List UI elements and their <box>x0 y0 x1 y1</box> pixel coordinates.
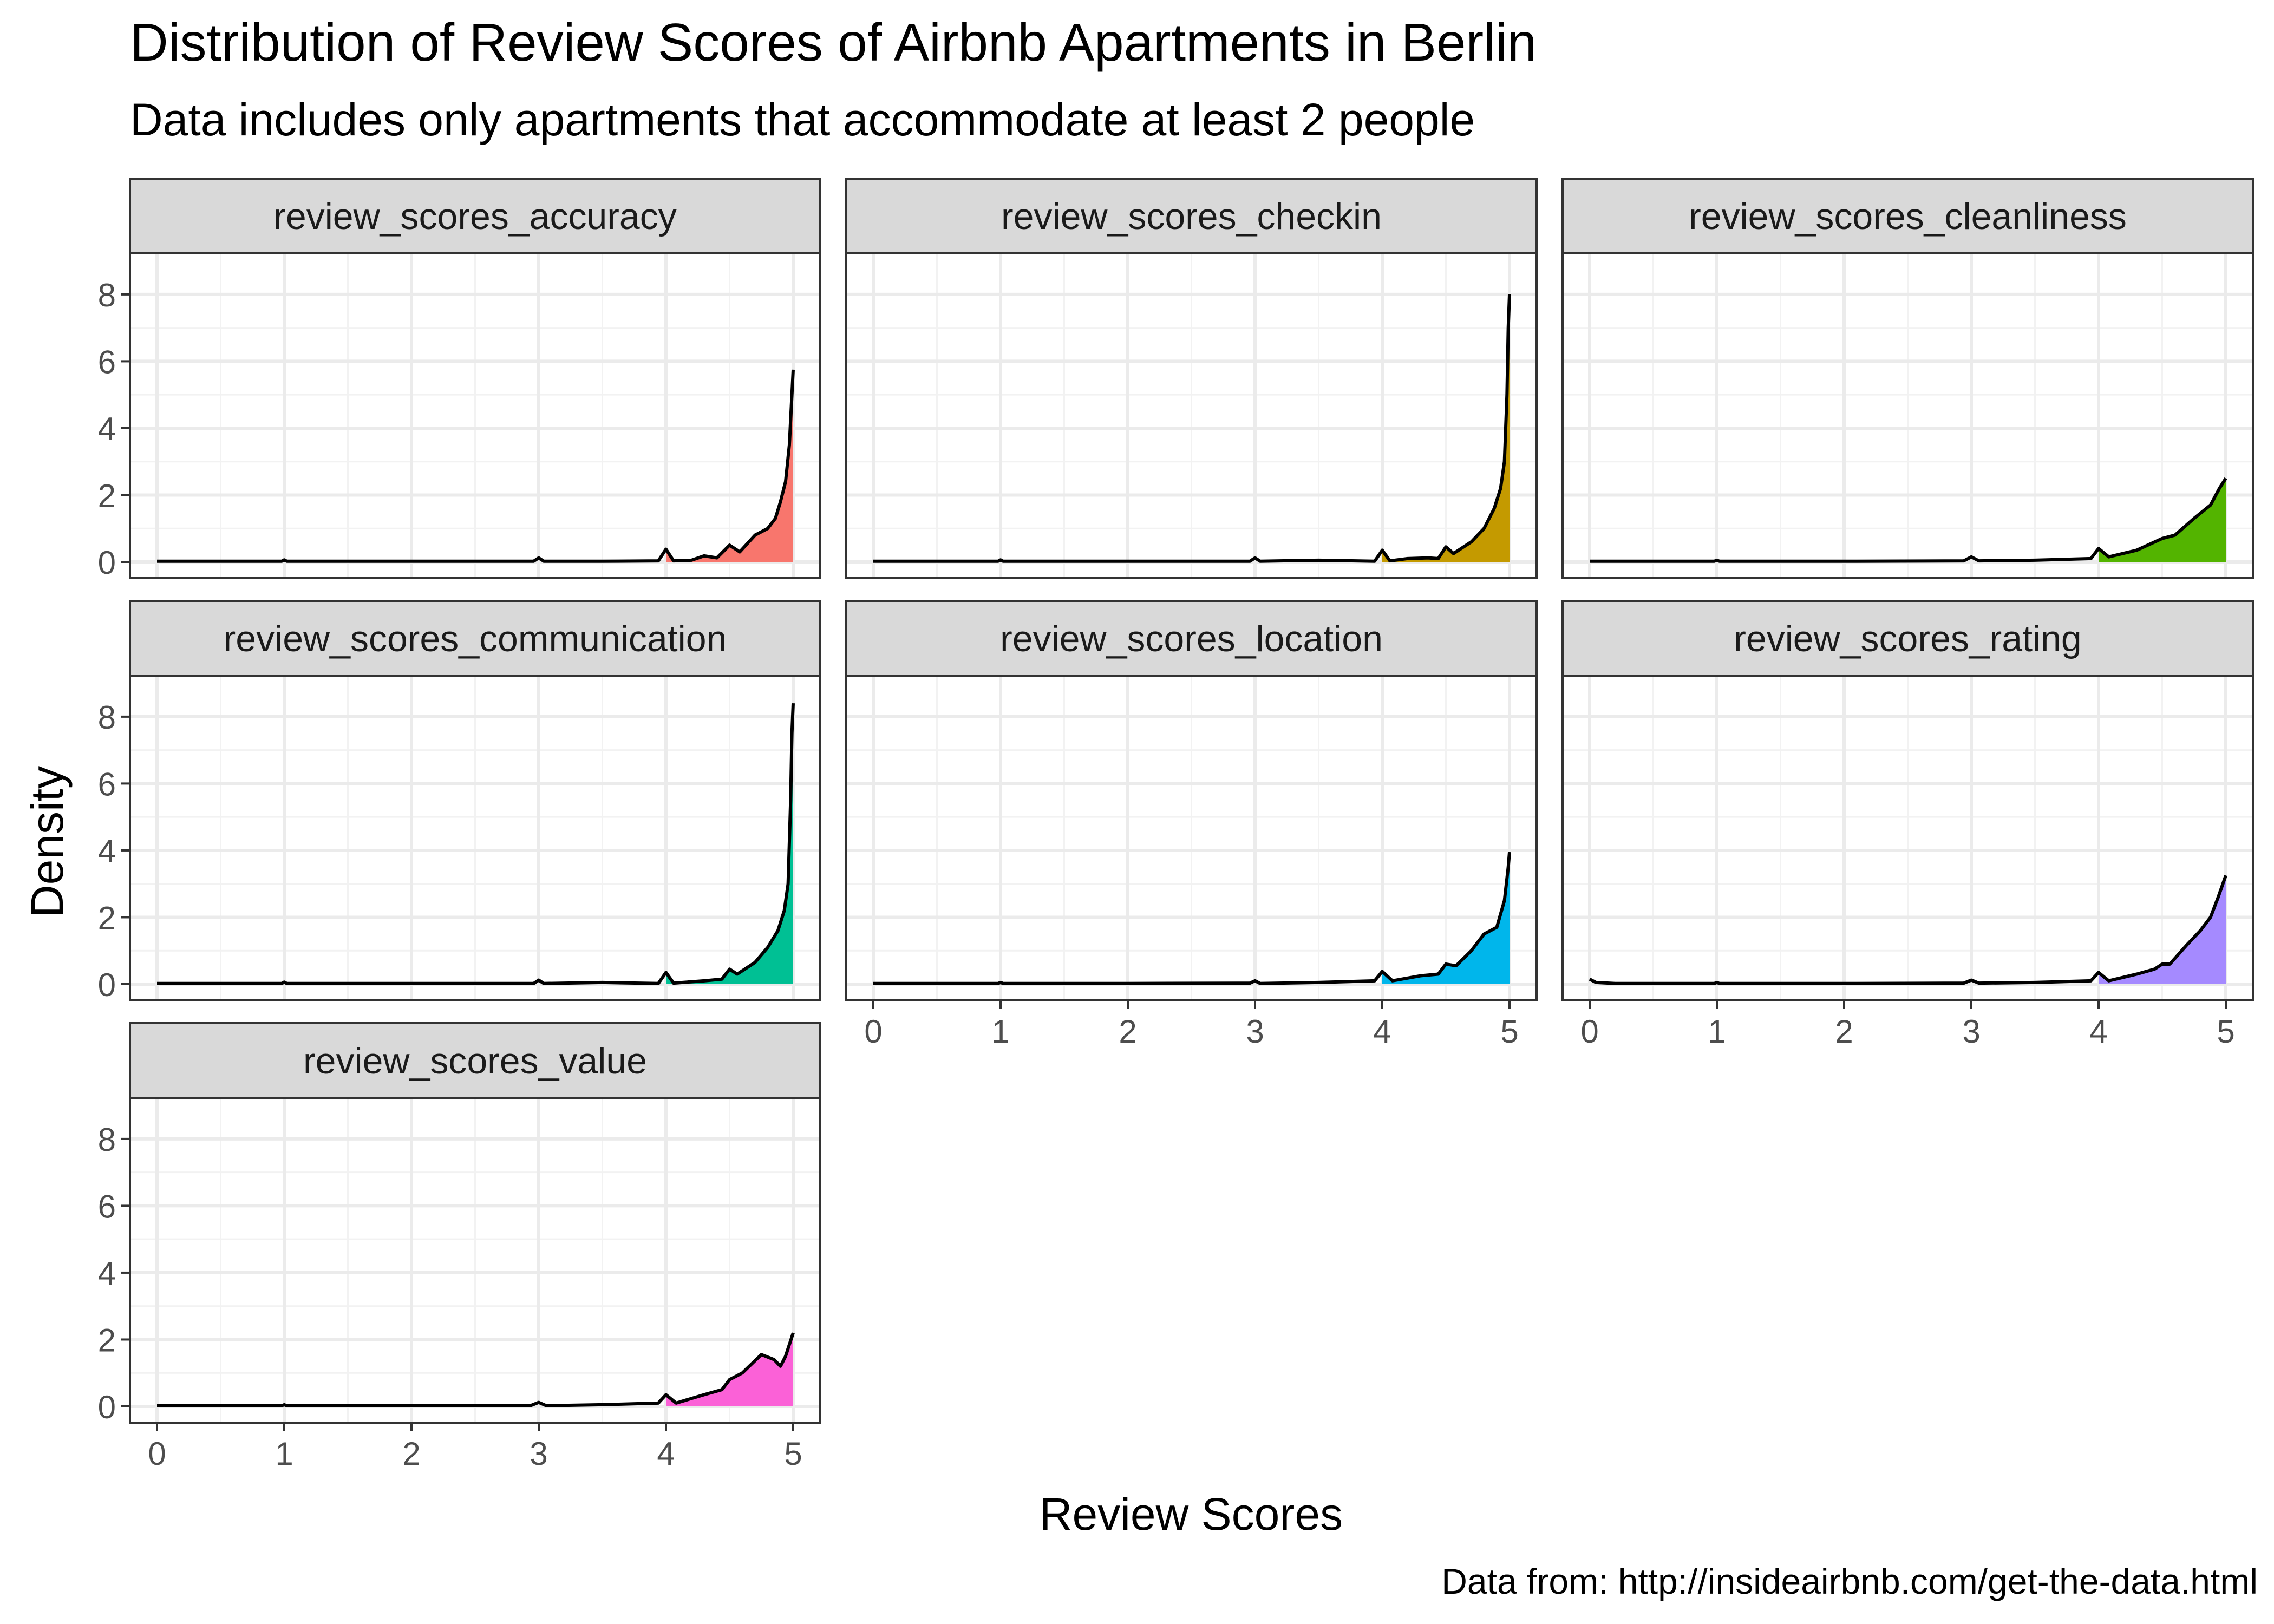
panel-border <box>129 1097 821 1424</box>
x-tick-label: 3 <box>1962 1013 1980 1050</box>
facet-review-scores-location: review_scores_location 0 1 2 3 4 5 <box>845 600 1538 1050</box>
y-tick-label: 8 <box>98 1122 116 1158</box>
x-tick-label: 1 <box>991 1013 1009 1050</box>
facet-review-scores-rating: review_scores_rating 0 1 2 3 4 5 <box>1561 600 2254 1050</box>
density-line <box>157 703 795 985</box>
y-tick-label: 2 <box>98 900 116 936</box>
y-tick-label: 2 <box>98 1322 116 1358</box>
panel-border <box>129 252 821 579</box>
x-tick-label: 3 <box>1246 1013 1264 1050</box>
facet-review-scores-communication: review_scores_communication 0 2 4 6 8 <box>98 600 821 1003</box>
density-fill-area <box>666 1333 793 1406</box>
facet-review-scores-accuracy: review_scores_accuracy 0 2 4 6 8 <box>98 178 821 581</box>
density-fill-area <box>2099 875 2226 984</box>
facet-panels: review_scores_accuracy02468review_scores… <box>98 178 2254 1472</box>
facet-strip-label: review_scores_communication <box>224 618 727 659</box>
y-tick-label: 0 <box>98 1389 116 1425</box>
x-tick-label: 1 <box>1708 1013 1726 1050</box>
x-tick-label: 2 <box>1835 1013 1853 1050</box>
facet-strip-label: review_scores_checkin <box>1001 196 1382 237</box>
x-tick-label: 5 <box>1500 1013 1518 1050</box>
x-tick-label: 0 <box>1580 1013 1598 1050</box>
panel-border <box>1561 252 2254 579</box>
density-line <box>1589 875 2227 985</box>
x-tick-label: 3 <box>530 1436 547 1472</box>
x-tick-label: 0 <box>148 1436 166 1472</box>
density-line <box>1590 477 2227 563</box>
x-tick-label: 1 <box>275 1436 293 1472</box>
density-line <box>157 1332 795 1407</box>
density-fill-area <box>1382 852 1510 984</box>
y-tick-label: 4 <box>98 411 116 447</box>
y-tick-label: 6 <box>98 344 116 380</box>
y-tick-label: 0 <box>98 967 116 1003</box>
y-tick-label: 4 <box>98 1255 116 1292</box>
facet-strip <box>1561 600 2254 677</box>
panel-border <box>1561 675 2254 1001</box>
facet-review-scores-checkin: review_scores_checkin <box>845 178 1538 579</box>
x-axis-label: Review Scores <box>1040 1489 1343 1540</box>
y-tick-label: 2 <box>98 477 116 514</box>
facet-strip <box>1561 178 2254 254</box>
x-tick-label: 4 <box>657 1436 675 1472</box>
x-tick-label: 5 <box>2217 1013 2234 1050</box>
facet-strip <box>129 178 821 254</box>
y-tick-label: 8 <box>98 277 116 313</box>
panel-border <box>845 675 1538 1001</box>
facet-strip-label: review_scores_value <box>303 1040 647 1082</box>
y-tick-label: 4 <box>98 833 116 869</box>
facet-review-scores-value: review_scores_value 0 2 4 6 8 0 1 2 3 4 5 <box>98 1022 821 1472</box>
x-tick-label: 2 <box>402 1436 420 1472</box>
panel-border <box>129 675 821 1001</box>
y-tick-label: 0 <box>98 545 116 581</box>
y-axis-label: Density <box>22 766 73 918</box>
x-tick-label: 2 <box>1119 1013 1136 1050</box>
facet-review-scores-cleanliness: review_scores_cleanliness <box>1561 178 2254 579</box>
x-tick-label: 4 <box>1373 1013 1391 1050</box>
facet-strip <box>845 178 1538 254</box>
y-tick-label: 8 <box>98 699 116 736</box>
x-tick-label: 4 <box>2089 1013 2107 1050</box>
facet-strip-label: review_scores_cleanliness <box>1689 196 2127 237</box>
density-fill-area <box>666 703 793 984</box>
density-line <box>157 369 795 563</box>
density-line <box>873 294 1511 563</box>
y-tick-label: 6 <box>98 1188 116 1224</box>
facet-strip <box>129 600 821 677</box>
caption: Data from: http://insideairbnb.com/get-t… <box>1441 1561 2258 1601</box>
facet-strip <box>845 600 1538 677</box>
facet-strip-label: review_scores_location <box>1000 618 1383 659</box>
density-fill-area <box>666 369 793 562</box>
chart-title: Distribution of Review Scores of Airbnb … <box>130 12 1537 72</box>
facet-strip-label: review_scores_accuracy <box>273 196 677 237</box>
facet-strip <box>129 1022 821 1099</box>
chart-subtitle: Data includes only apartments that accom… <box>130 94 1475 145</box>
density-fill-area <box>1382 294 1510 562</box>
density-fill-area <box>2099 478 2226 562</box>
x-tick-label: 5 <box>784 1436 802 1472</box>
panel-border <box>845 252 1538 579</box>
density-line <box>873 852 1511 985</box>
y-tick-label: 6 <box>98 766 116 802</box>
facet-strip-label: review_scores_rating <box>1734 618 2082 659</box>
x-tick-label: 0 <box>864 1013 882 1050</box>
